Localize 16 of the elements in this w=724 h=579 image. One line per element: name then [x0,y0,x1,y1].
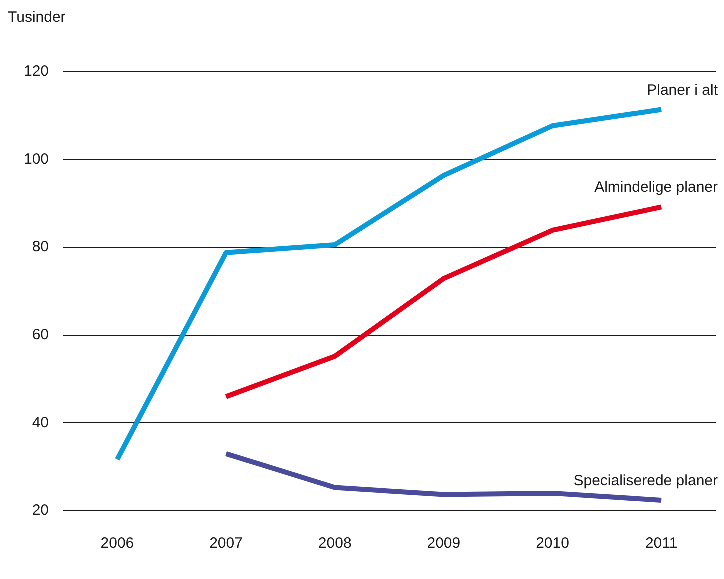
x-tick-label: 2010 [536,535,570,552]
x-tick-label: 2007 [210,535,243,552]
y-tick-label: 80 [32,238,50,256]
y-tick-label: 60 [32,326,50,344]
series-label: Specialiserede planer [574,472,718,490]
series-label: Almindelige planer [594,179,718,196]
y-tick-label: 100 [24,150,50,168]
y-axis-title: Tusinder [8,9,66,26]
series-label: Planer i alt [647,82,719,99]
x-tick-label: 2011 [645,535,678,552]
x-tick-label: 2009 [427,535,461,552]
y-tick-label: 40 [32,414,50,432]
y-tick-label: 20 [32,502,50,520]
x-tick-label: 2006 [100,535,134,552]
x-tick-label: 2008 [318,535,352,552]
y-tick-label: 120 [24,63,50,80]
